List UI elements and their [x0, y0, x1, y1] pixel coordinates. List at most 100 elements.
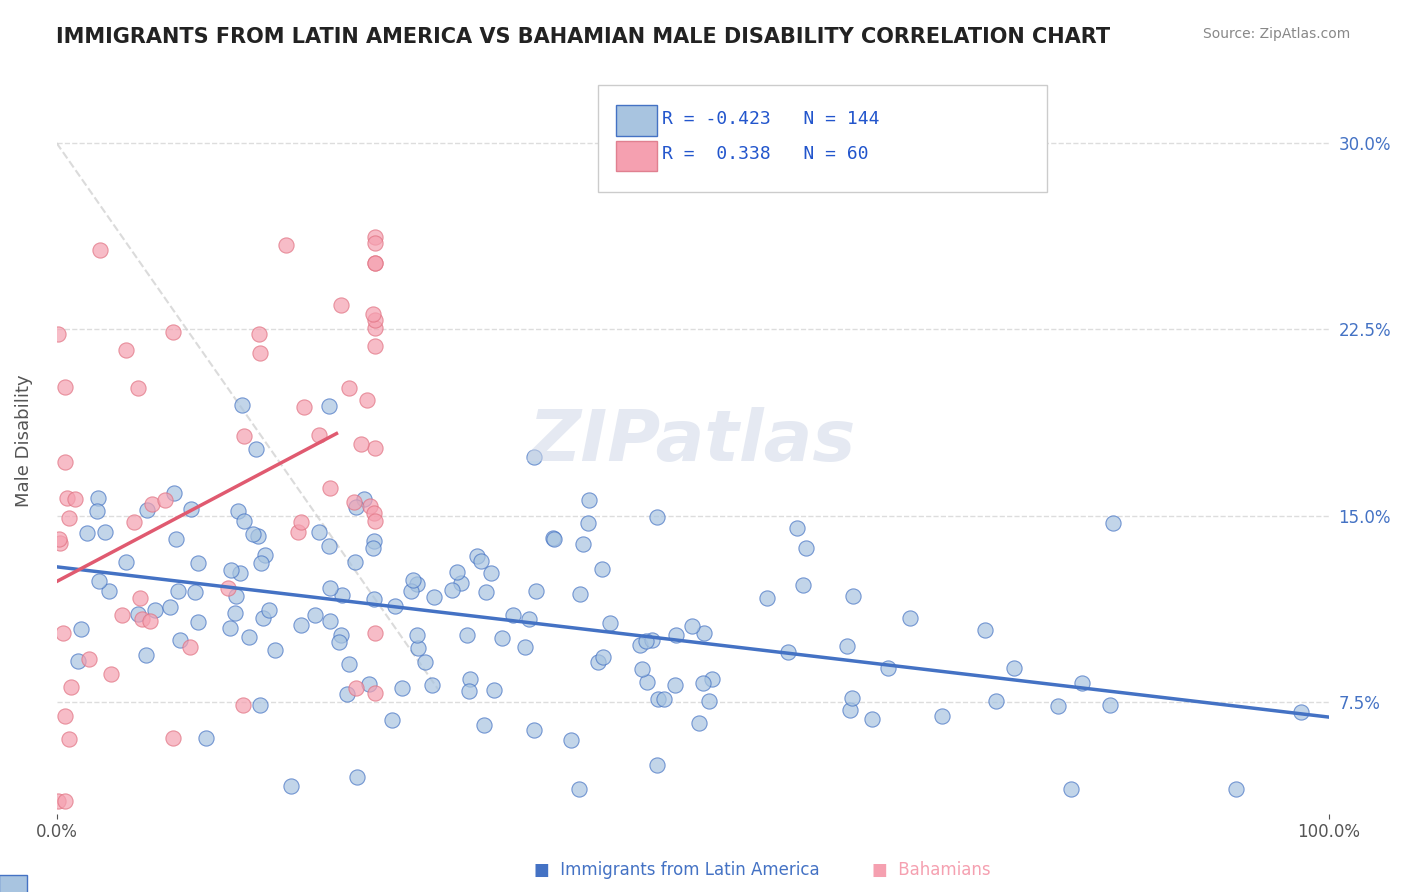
Point: [572, 537, 595, 551]
Point: [697, 694, 720, 708]
Point: [560, 733, 582, 747]
Point: [162, 731, 184, 745]
Point: [187, 615, 209, 630]
Point: [837, 639, 859, 653]
Point: [180, 502, 202, 516]
Point: [588, 656, 610, 670]
Point: [128, 591, 150, 606]
Point: [645, 757, 668, 772]
Text: ZIPatlas: ZIPatlas: [529, 407, 856, 475]
Point: [337, 381, 360, 395]
Point: [898, 611, 921, 625]
Point: [184, 585, 207, 599]
Point: [628, 638, 651, 652]
Point: [522, 723, 544, 738]
Point: [344, 681, 367, 695]
Point: [406, 641, 429, 656]
Point: [224, 606, 246, 620]
Point: [346, 770, 368, 784]
Point: [391, 681, 413, 696]
Point: [330, 298, 353, 312]
Point: [145, 602, 167, 616]
Point: [363, 441, 385, 455]
Point: [491, 631, 513, 645]
Point: [115, 343, 138, 357]
Point: [252, 611, 274, 625]
Point: [219, 563, 242, 577]
Point: [46, 326, 69, 341]
Point: [465, 549, 488, 564]
Point: [308, 428, 330, 442]
Point: [692, 676, 714, 690]
Point: [1071, 676, 1094, 690]
Text: IMMIGRANTS FROM LATIN AMERICA VS BAHAMIAN MALE DISABILITY CORRELATION CHART: IMMIGRANTS FROM LATIN AMERICA VS BAHAMIA…: [56, 27, 1111, 46]
Point: [522, 450, 544, 464]
Point: [228, 566, 250, 581]
Point: [361, 307, 384, 321]
Point: [450, 575, 472, 590]
Point: [458, 684, 481, 698]
Point: [97, 583, 120, 598]
Point: [100, 667, 122, 681]
Point: [479, 566, 502, 580]
Point: [52, 626, 75, 640]
Point: [242, 527, 264, 541]
Point: [179, 640, 201, 654]
Point: [187, 556, 209, 570]
Point: [415, 656, 437, 670]
Point: [474, 584, 496, 599]
Point: [640, 632, 662, 647]
Point: [359, 677, 381, 691]
Point: [89, 574, 111, 588]
Point: [246, 529, 269, 543]
Point: [53, 794, 76, 808]
Point: [363, 686, 385, 700]
Point: [842, 589, 865, 603]
Point: [114, 555, 136, 569]
Point: [794, 541, 817, 555]
Point: [249, 556, 271, 570]
Point: [502, 608, 524, 623]
Point: [245, 442, 267, 456]
Point: [228, 504, 250, 518]
Point: [136, 502, 159, 516]
Point: [792, 578, 814, 592]
Point: [645, 510, 668, 524]
Point: [406, 577, 429, 591]
Point: [356, 393, 378, 408]
Y-axis label: Male Disability: Male Disability: [15, 375, 32, 508]
Point: [290, 515, 312, 529]
Point: [1002, 661, 1025, 675]
Point: [139, 614, 162, 628]
Point: [254, 548, 277, 562]
Point: [232, 698, 254, 713]
Point: [363, 339, 385, 353]
Text: ■  Bahamians: ■ Bahamians: [872, 861, 990, 879]
Point: [232, 429, 254, 443]
Point: [361, 541, 384, 555]
Point: [599, 615, 621, 630]
Point: [48, 533, 70, 547]
Point: [381, 713, 404, 727]
Point: [343, 555, 366, 569]
Point: [702, 673, 724, 687]
Point: [681, 619, 703, 633]
Point: [460, 673, 482, 687]
Text: Source: ZipAtlas.com: Source: ZipAtlas.com: [1202, 27, 1350, 41]
Point: [63, 491, 86, 506]
Point: [257, 603, 280, 617]
Point: [53, 380, 76, 394]
Point: [786, 521, 808, 535]
Point: [319, 481, 342, 495]
Point: [280, 779, 302, 793]
Point: [330, 588, 353, 602]
Text: ■  Immigrants from Latin America: ■ Immigrants from Latin America: [534, 861, 820, 879]
Point: [249, 698, 271, 712]
Point: [841, 691, 863, 706]
Point: [647, 692, 669, 706]
Point: [569, 587, 592, 601]
Point: [984, 694, 1007, 708]
Point: [304, 607, 326, 622]
Point: [53, 709, 76, 723]
Point: [860, 712, 883, 726]
